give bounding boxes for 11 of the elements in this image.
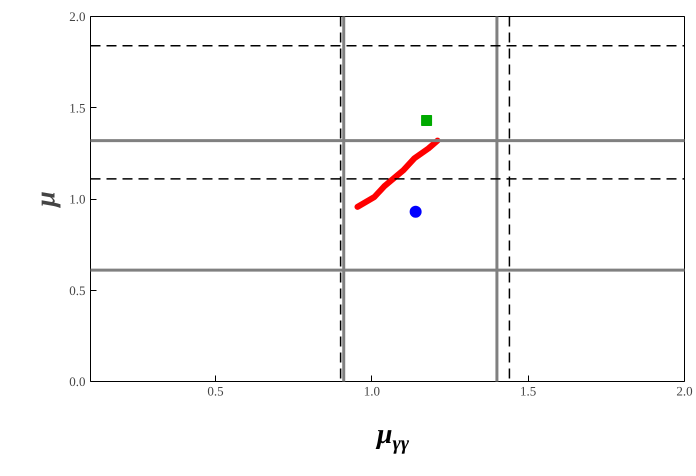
- x-tick-label: 1.5: [520, 384, 536, 398]
- x-axis-title: μ$_{γγ}$: [374, 418, 410, 457]
- y-tick-label: 1.5: [69, 100, 86, 116]
- y-tick-label: 0.0: [69, 374, 86, 389]
- y-tick-label: 0.5: [69, 282, 86, 298]
- y-tick-label: 2.0: [69, 9, 86, 24]
- y-axis-title: μ: [30, 191, 62, 209]
- x-tick-label: 2.0: [676, 384, 693, 398]
- x-tick-label: 1.0: [364, 384, 380, 398]
- y-tick-label: 1.0: [69, 192, 86, 206]
- x-tick-label: 0.5: [207, 384, 224, 398]
